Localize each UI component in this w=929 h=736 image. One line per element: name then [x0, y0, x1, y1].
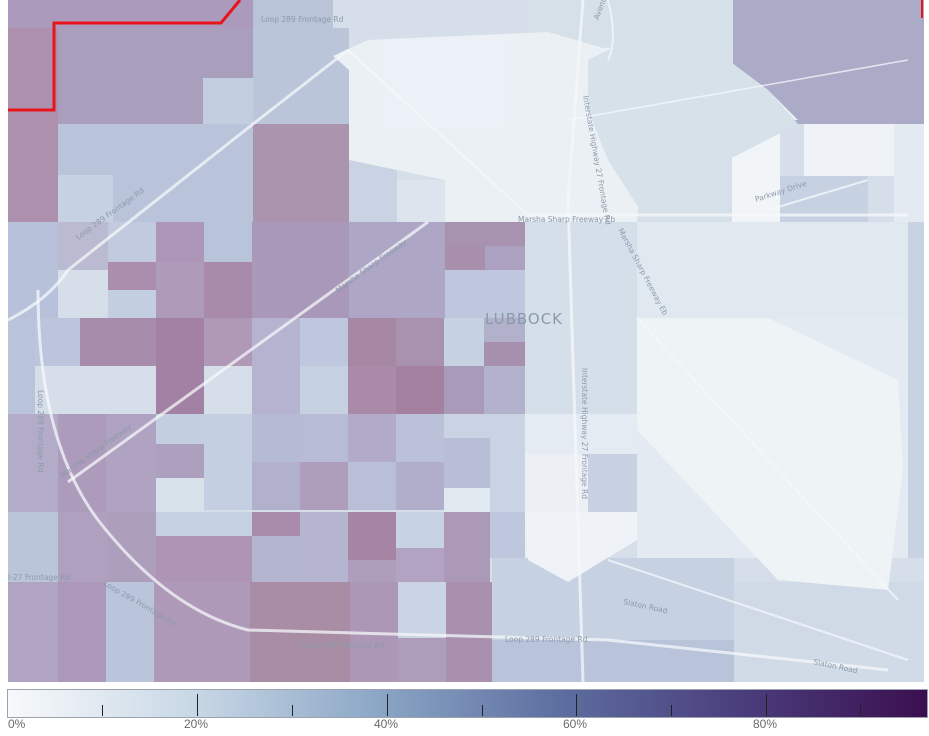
road-label: Interstate Highway 27 Frontage Rd — [580, 368, 589, 499]
legend-label-20: 20% — [184, 717, 209, 731]
road-network — [8, 0, 909, 682]
legend-tick — [671, 705, 672, 716]
road-label: Marsha Sharp Freeway Eb — [518, 215, 615, 224]
legend-label-80: 80% — [753, 717, 778, 731]
legend-label-40: 40% — [374, 717, 399, 731]
legend-tick — [766, 694, 767, 716]
legend-label-60: 60% — [563, 717, 588, 731]
choropleth-map[interactable]: LUBBOCK Loop 289 Frontage Rd Loop 289 Fr… — [8, 0, 924, 682]
legend-color-ramp — [7, 689, 928, 718]
census-blocks — [8, 0, 924, 682]
map-canvas[interactable]: LUBBOCK Loop 289 Frontage Rd Loop 289 Fr… — [8, 0, 924, 682]
road-label: I-27 Frontage Rd — [8, 573, 70, 582]
legend-tick — [576, 694, 577, 716]
legend-tick — [482, 705, 483, 716]
legend-tick — [860, 705, 861, 716]
road-label: Loop 289 Frontage Rd — [36, 390, 45, 473]
color-legend: 0% 20% 40% 60% 80% — [7, 689, 928, 734]
legend-tick — [292, 705, 293, 716]
road-label: Loop 289 Frontage Rd — [505, 635, 588, 644]
boundary-line — [8, 0, 242, 112]
city-label: LUBBOCK — [485, 310, 563, 328]
legend-label-0: 0% — [8, 717, 26, 731]
legend-tick — [387, 694, 388, 716]
road-label: Loop 289 Frontage Rd — [261, 15, 344, 24]
road-label: Loop 289 Frontage Rd — [302, 641, 385, 650]
legend-tick — [102, 705, 103, 716]
legend-tick — [197, 694, 198, 716]
